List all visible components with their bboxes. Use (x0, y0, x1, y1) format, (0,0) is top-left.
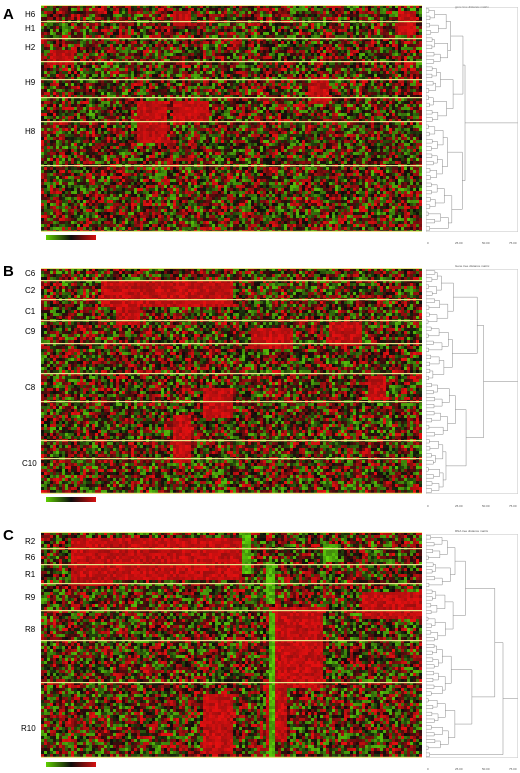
dendro-tick: 50.00 (482, 767, 490, 771)
panel-label: A (3, 6, 14, 23)
cluster-label: H8 (25, 127, 35, 136)
cluster-label: H1 (25, 24, 35, 33)
panel-a: A H6 H1 H2 H9 H8 gene tree distance matr… (0, 0, 520, 250)
dendrogram (426, 7, 518, 232)
dendro-tick: 25.00 (455, 504, 463, 508)
dendro-tick: 25.00 (455, 241, 463, 245)
heatmap (41, 268, 422, 494)
cluster-label: R8 (25, 625, 35, 634)
dendrogram-title: gene tree distance matrix (455, 5, 489, 9)
dendrogram (426, 269, 518, 494)
dendro-tick: 75.00 (509, 767, 517, 771)
cluster-label: R2 (25, 537, 35, 546)
panel-label: C (3, 527, 14, 544)
dendrogram-title: Gene tree distance matrix (455, 264, 489, 268)
dendro-tick: 0 (427, 504, 429, 508)
cluster-label: R1 (25, 570, 35, 579)
panel-label: B (3, 263, 14, 280)
dendrogram-title: RNA tree distance matrix (455, 529, 488, 533)
cluster-label: H9 (25, 78, 35, 87)
cluster-label: R6 (25, 553, 35, 562)
cluster-label: R9 (25, 593, 35, 602)
dendro-tick: 0 (427, 767, 429, 771)
dendro-tick: 50.00 (482, 241, 490, 245)
cluster-label: H2 (25, 43, 35, 52)
panel-b: B C6 C2 C1 C9 C8 C10 Gene tree distance … (3, 263, 518, 508)
color-scale-bar (46, 235, 96, 240)
cluster-label: C9 (25, 327, 35, 336)
heatmap (41, 532, 422, 758)
dendro-tick: 0 (427, 241, 429, 245)
color-scale-bar (46, 762, 96, 767)
heatmap (41, 5, 422, 232)
color-scale-bar (46, 497, 96, 502)
cluster-label: C6 (25, 269, 35, 278)
cluster-label: C1 (25, 307, 35, 316)
cluster-label: C8 (25, 383, 35, 392)
dendrogram (426, 534, 518, 758)
dendro-tick: 50.00 (482, 504, 490, 508)
cluster-label: C10 (22, 459, 37, 468)
dendro-tick: 75.00 (509, 504, 517, 508)
cluster-label: C2 (25, 286, 35, 295)
dendro-tick: 75.00 (509, 241, 517, 245)
cluster-label: H6 (25, 10, 35, 19)
dendro-tick: 25.00 (455, 767, 463, 771)
cluster-label: R10 (21, 724, 36, 733)
